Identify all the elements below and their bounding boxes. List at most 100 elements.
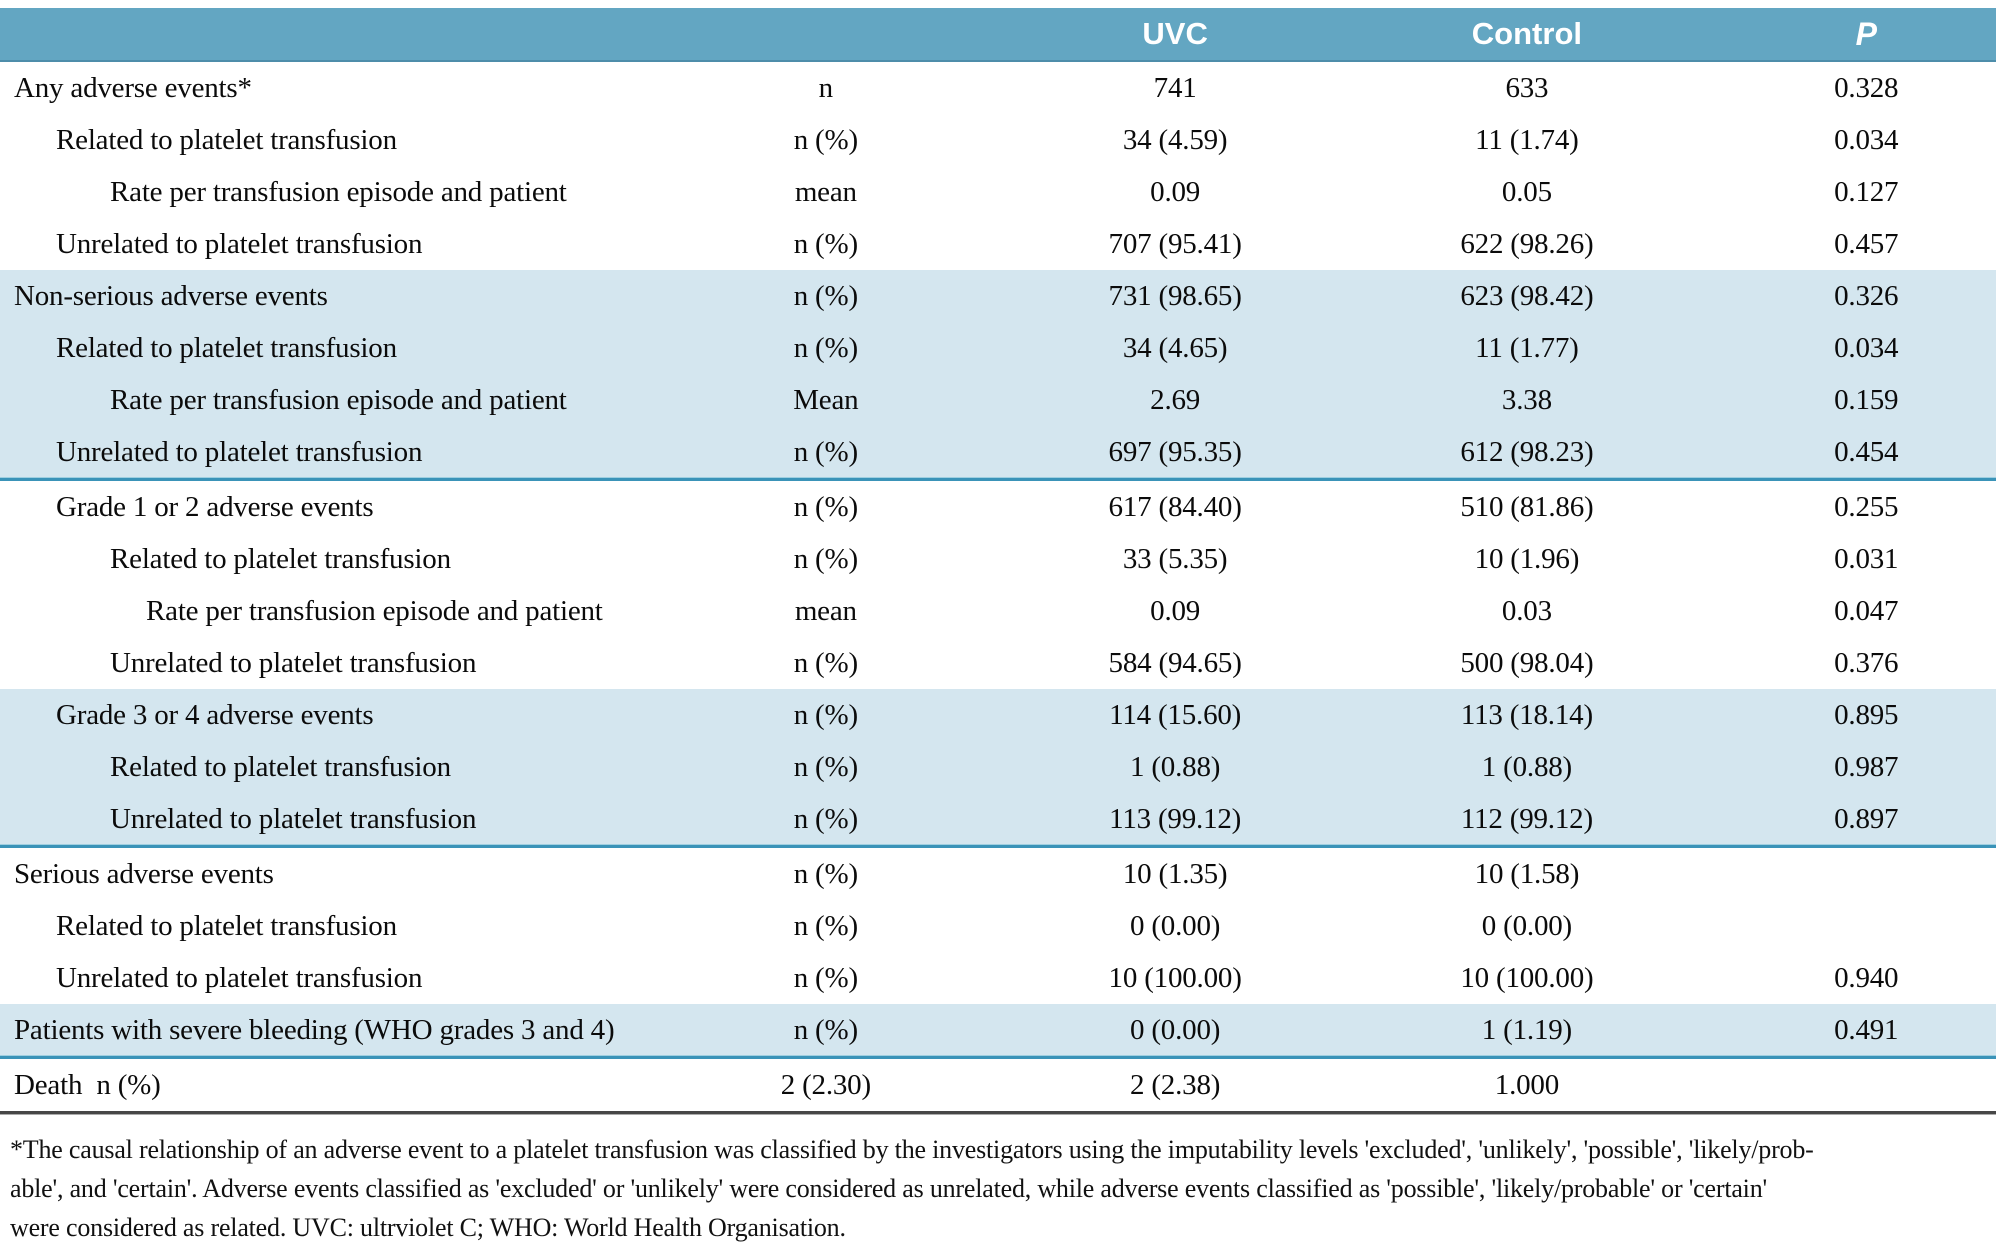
measure-cell: n (%) [618,114,1033,166]
measure-cell: n (%) [618,533,1033,585]
p-value-cell: 0.127 [1736,166,1996,218]
uvc-value-cell: 114 (15.60) [1032,689,1318,741]
uvc-value-cell: 0.09 [1032,585,1318,637]
header-measure-empty [618,8,1033,62]
footnote-line-2: able', and 'certain'. Adverse events cla… [10,1174,1767,1203]
row-label: Unrelated to platelet transfusion [0,637,619,689]
row-label: Death n (%) [0,1057,619,1114]
measure-cell: n (%) [618,270,1033,322]
row-label: Unrelated to platelet transfusion [0,793,619,848]
row-label: Grade 1 or 2 adverse events [0,479,619,533]
table-row: Rate per transfusion episode and patient… [0,374,1996,426]
uvc-value-cell: 707 (95.41) [1032,218,1318,270]
control-value-cell: 1 (1.19) [1317,1004,1737,1059]
control-value-cell: 10 (1.58) [1317,846,1737,900]
row-label: Rate per transfusion episode and patient [0,585,619,637]
header-label-empty [0,8,619,62]
uvc-value-cell: 34 (4.65) [1032,322,1318,374]
header-row: UVC Control P [0,8,1996,62]
table-row: Death n (%) 2 (2.30) 2 (2.38) 1.000 [0,1057,1996,1114]
row-label: Non-serious adverse events [0,270,619,322]
control-value-cell: 622 (98.26) [1317,218,1737,270]
control-value-cell: 3.38 [1317,374,1737,426]
measure-cell: n (%) [618,952,1033,1004]
control-value-cell: 0.03 [1317,585,1737,637]
control-value-cell: 500 (98.04) [1317,637,1737,689]
uvc-value-cell: 731 (98.65) [1032,270,1318,322]
uvc-value-cell: 10 (1.35) [1032,846,1318,900]
p-value-cell: 0.457 [1736,218,1996,270]
p-value-cell [1736,846,1996,900]
measure-cell: 2 (2.30) [618,1057,1033,1114]
p-value-cell: 0.376 [1736,637,1996,689]
table-row: Related to platelet transfusion n (%) 1 (0… [0,741,1996,793]
footnote-line-3: were considered as related. UVC: ultrvio… [10,1213,846,1242]
p-value-cell: 0.987 [1736,741,1996,793]
measure-cell: n (%) [618,322,1033,374]
table-row: Related to platelet transfusion n (%) 34 (… [0,322,1996,374]
table-row: Related to platelet transfusion n (%) 33 (… [0,533,1996,585]
measure-cell: n (%) [618,1004,1033,1059]
p-value-cell: 0.328 [1736,61,1996,114]
measure-cell: n (%) [618,793,1033,848]
row-label: Grade 3 or 4 adverse events [0,689,619,741]
p-value-cell: 0.897 [1736,793,1996,848]
p-value-cell: 0.454 [1736,426,1996,481]
uvc-value-cell: 2 (2.38) [1032,1057,1318,1114]
row-label: Patients with severe bleeding (WHO grade… [0,1004,619,1059]
row-label: Rate per transfusion episode and patient [0,374,619,426]
table-row: Grade 3 or 4 adverse events n (%) 114 (15.… [0,689,1996,741]
p-value-cell: 0.034 [1736,114,1996,166]
row-label: Related to platelet transfusion [0,533,619,585]
uvc-value-cell: 0.09 [1032,166,1318,218]
measure-cell: n (%) [618,479,1033,533]
control-value-cell: 10 (1.96) [1317,533,1737,585]
control-value-cell: 0 (0.00) [1317,900,1737,952]
table-row: Unrelated to platelet transfusion n (%) 10… [0,952,1996,1004]
measure-cell: n (%) [618,689,1033,741]
p-value-cell: 0.895 [1736,689,1996,741]
measure-cell: n (%) [618,426,1033,481]
row-label: Unrelated to platelet transfusion [0,952,619,1004]
row-label: Related to platelet transfusion [0,322,619,374]
table-row: Unrelated to platelet transfusion n (%) 11… [0,793,1996,848]
table-row: Grade 1 or 2 adverse events n (%) 617 (84.… [0,479,1996,533]
uvc-value-cell: 34 (4.59) [1032,114,1318,166]
p-value-cell [1736,1057,1996,1114]
table-body: Any adverse events* n 741 633 0.328 Related t… [0,61,1996,1114]
measure-cell: mean [618,166,1033,218]
p-value-cell: 0.940 [1736,952,1996,1004]
control-value-cell: 11 (1.74) [1317,114,1737,166]
control-value-cell: 10 (100.00) [1317,952,1737,1004]
row-label: Related to platelet transfusion [0,900,619,952]
table-row: Unrelated to platelet transfusion n (%) 70… [0,218,1996,270]
uvc-value-cell: 1 (0.88) [1032,741,1318,793]
table-row: Unrelated to platelet transfusion n (%) 58… [0,637,1996,689]
table-row: Patients with severe bleeding (WHO grade… [0,1004,1996,1059]
control-value-cell: 1 (0.88) [1317,741,1737,793]
header-uvc: UVC [1032,8,1318,62]
uvc-value-cell: 0 (0.00) [1032,900,1318,952]
row-label: Unrelated to platelet transfusion [0,426,619,481]
row-label: Related to platelet transfusion [0,741,619,793]
table-row: Serious adverse events n (%) 10 (1.35) 10 (… [0,846,1996,900]
row-label: Serious adverse events [0,846,619,900]
table-row: Unrelated to platelet transfusion n (%) 69… [0,426,1996,481]
control-value-cell: 510 (81.86) [1317,479,1737,533]
p-value-cell [1736,900,1996,952]
p-value-cell: 0.159 [1736,374,1996,426]
uvc-value-cell: 33 (5.35) [1032,533,1318,585]
measure-cell: Mean [618,374,1033,426]
measure-cell: n (%) [618,741,1033,793]
table-row: Rate per transfusion episode and patient… [0,585,1996,637]
row-label: Unrelated to platelet transfusion [0,218,619,270]
row-label: Any adverse events* [0,61,619,114]
p-value-cell: 0.034 [1736,322,1996,374]
measure-cell: n (%) [618,637,1033,689]
measure-cell: n (%) [618,900,1033,952]
control-value-cell: 11 (1.77) [1317,322,1737,374]
uvc-value-cell: 697 (95.35) [1032,426,1318,481]
uvc-value-cell: 617 (84.40) [1032,479,1318,533]
table-row: Related to platelet transfusion n (%) 0 (0… [0,900,1996,952]
